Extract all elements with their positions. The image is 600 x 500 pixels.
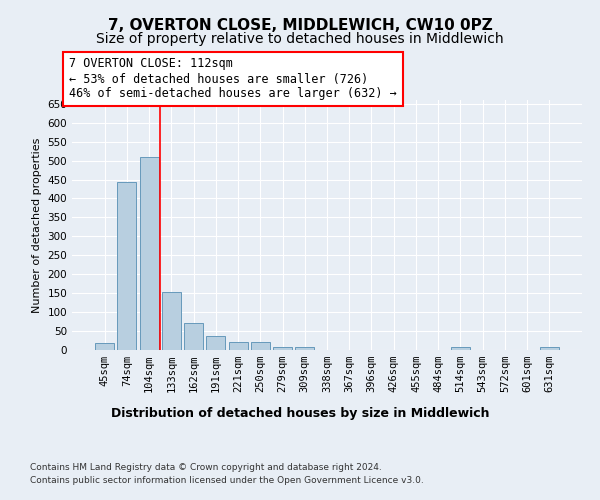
Text: Contains HM Land Registry data © Crown copyright and database right 2024.: Contains HM Land Registry data © Crown c… bbox=[30, 462, 382, 471]
Bar bbox=[451, 347, 470, 350]
Bar bbox=[251, 342, 270, 350]
Text: Size of property relative to detached houses in Middlewich: Size of property relative to detached ho… bbox=[96, 32, 504, 46]
Bar bbox=[540, 347, 559, 350]
Bar bbox=[140, 157, 158, 350]
Bar bbox=[229, 342, 248, 350]
Y-axis label: Number of detached properties: Number of detached properties bbox=[32, 138, 42, 312]
Bar bbox=[162, 292, 181, 350]
Bar bbox=[118, 182, 136, 350]
Text: 7 OVERTON CLOSE: 112sqm
← 53% of detached houses are smaller (726)
46% of semi-d: 7 OVERTON CLOSE: 112sqm ← 53% of detache… bbox=[69, 58, 397, 100]
Bar bbox=[273, 347, 292, 350]
Bar bbox=[206, 336, 225, 350]
Text: 7, OVERTON CLOSE, MIDDLEWICH, CW10 0PZ: 7, OVERTON CLOSE, MIDDLEWICH, CW10 0PZ bbox=[107, 18, 493, 32]
Text: Distribution of detached houses by size in Middlewich: Distribution of detached houses by size … bbox=[111, 408, 489, 420]
Text: Contains public sector information licensed under the Open Government Licence v3: Contains public sector information licen… bbox=[30, 476, 424, 485]
Bar bbox=[95, 343, 114, 350]
Bar bbox=[184, 324, 203, 350]
Bar bbox=[295, 347, 314, 350]
